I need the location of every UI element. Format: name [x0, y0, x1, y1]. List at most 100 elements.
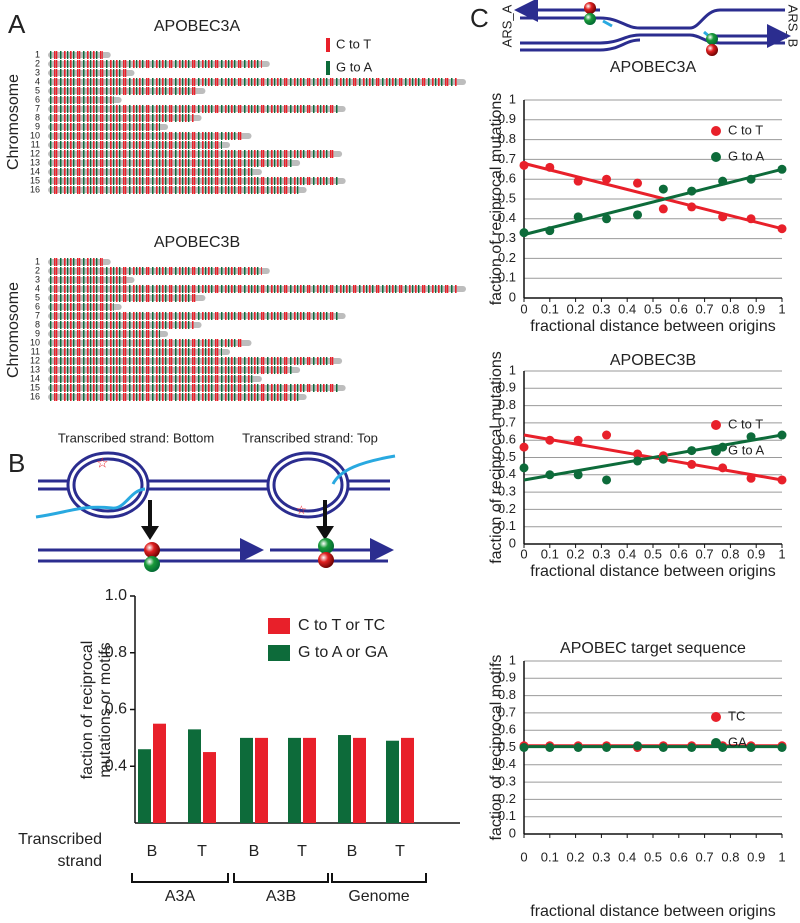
point [687, 446, 697, 456]
point [602, 430, 612, 440]
panel-letter: C [470, 3, 489, 33]
x-tick-label: 0.6 [670, 301, 688, 316]
point [746, 174, 756, 184]
y-tick-label: 0.3 [498, 484, 516, 499]
y-tick-label: 0.6 [105, 701, 127, 718]
legend-swatch [711, 126, 721, 136]
point [746, 432, 756, 442]
bar [288, 737, 301, 823]
y-tick-label: 0.4 [105, 757, 127, 774]
chromosome-label: 5 [35, 292, 40, 302]
legend-swatch [711, 420, 721, 430]
mutation-ticks [50, 168, 254, 176]
y-tick-label: 0.4 [498, 210, 516, 225]
x-tick-label: T [197, 843, 207, 860]
mutation-ticks [50, 357, 335, 365]
bar [255, 737, 268, 823]
x-tick-label: 0.1 [541, 546, 559, 561]
legend-label: G to A or GA [298, 644, 388, 661]
chart-title: APOBEC3B [610, 352, 696, 369]
point [658, 204, 668, 214]
mutation-ticks [50, 69, 127, 77]
x-tick-label: 0 [520, 546, 527, 561]
mutation-ticks [50, 384, 338, 392]
mutation-ticks [50, 366, 293, 374]
y-axis-title: faction of reciprocal [79, 641, 96, 780]
group-bracket [131, 873, 229, 883]
point [718, 463, 728, 473]
legend-swatch [711, 446, 721, 456]
y-tick-label: 0.8 [498, 131, 516, 146]
chromosome-label: 4 [35, 283, 40, 293]
mutation-ticks [50, 339, 244, 347]
y-tick-label: 0.7 [498, 151, 516, 166]
diagram-label: Transcribed strand: Bottom [58, 430, 214, 445]
chromosome-label: 13 [30, 364, 40, 374]
x-axis-title: fractional distance between origins [530, 563, 775, 580]
x-tick-label: 0.4 [618, 546, 636, 561]
x-tick-label: 0.2 [567, 849, 585, 864]
fork-diagram: ARS_A ARS_B [499, 0, 800, 56]
chromosome-label: 12 [30, 355, 40, 365]
mutation-ticks [50, 186, 299, 194]
point [777, 743, 787, 752]
x-tick-label: 1 [778, 849, 785, 864]
y-axis-title: faction of reciprocal mutations [488, 93, 505, 306]
x-tick-label: 0.7 [696, 301, 714, 316]
point [602, 174, 612, 184]
mutation-ticks [50, 393, 299, 401]
y-tick-label: 0.6 [498, 171, 516, 186]
chromosome-label: 10 [30, 337, 40, 347]
point [573, 176, 583, 186]
legend-label: GA [728, 734, 747, 749]
trend-line [523, 433, 783, 482]
point [777, 475, 787, 485]
point [602, 214, 612, 224]
x-tick-label: 0.3 [592, 849, 610, 864]
y-tick-label: 0.1 [498, 808, 516, 823]
group-bracket [233, 873, 329, 883]
chromosome-label: 10 [30, 130, 40, 140]
x-tick-label: 1 [778, 301, 785, 316]
y-tick-label: 0.4 [498, 466, 516, 481]
x-tick-label: 0.8 [721, 849, 739, 864]
y-tick-label: 0.1 [498, 270, 516, 285]
x-tick-label: 0.4 [618, 849, 636, 864]
chromosome-label: 9 [35, 328, 40, 338]
chromosome-label: 8 [35, 319, 40, 329]
mutation-ticks [50, 87, 198, 95]
mutation-ticks [50, 258, 103, 266]
y-tick-label: 1 [509, 91, 516, 106]
chromosome-label: 4 [35, 76, 40, 86]
y-tick-label: 0.5 [498, 739, 516, 754]
x-tick-label: 0.6 [670, 546, 688, 561]
x-tick-label: T [395, 843, 405, 860]
legend-label: C to T or TC [298, 617, 385, 634]
mutation-ticks [50, 312, 338, 320]
y-axis-title: mutations or motifs [97, 642, 114, 777]
y-tick-label: 0.4 [498, 756, 516, 771]
mutation-ticks [50, 303, 114, 311]
mutation-ticks [50, 375, 254, 383]
chromosome-label: 11 [31, 346, 40, 356]
legend-swatch [711, 712, 721, 722]
point [633, 741, 643, 751]
mutation-ticks [50, 177, 338, 185]
point [519, 743, 529, 752]
y-axis-title: faction of reciprocal motifs [488, 655, 505, 841]
x-tick-label: 0.3 [592, 546, 610, 561]
x-tick-label: B [347, 843, 358, 860]
legend-label: C to T [728, 122, 763, 137]
point [573, 435, 583, 445]
legend-label: G to A [336, 59, 372, 74]
chromosome-label: 1 [35, 49, 40, 59]
x-tick-label: B [249, 843, 260, 860]
x-tick-label: 0.1 [541, 849, 559, 864]
point [545, 226, 555, 236]
point [687, 186, 697, 196]
point [519, 228, 529, 238]
point [777, 224, 787, 234]
y-axis-title: faction of reciprocal mutations [488, 351, 505, 564]
chromosome-label: 12 [30, 148, 40, 158]
